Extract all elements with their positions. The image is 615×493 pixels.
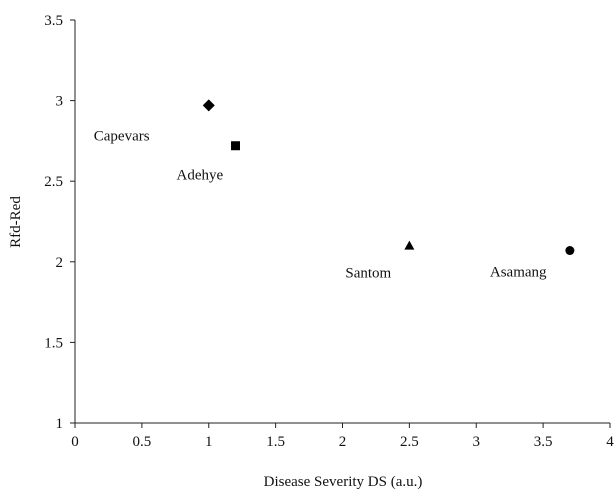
y-axis-ticks: 1 1.5 2 2.5 3 3.5 (44, 13, 75, 432)
x-tick-label: 1.5 (266, 434, 285, 450)
x-tick-label: 2 (339, 434, 347, 450)
data-point-adehye (231, 141, 240, 151)
x-tick-label: 2.5 (400, 434, 419, 450)
x-tick-label: 4 (606, 434, 614, 450)
data-point-asamang (565, 246, 575, 256)
data-point-santom (404, 240, 415, 250)
x-tick-label: 1 (205, 434, 213, 450)
y-axis-label: Rfd-Red (8, 196, 24, 248)
y-tick-label: 3.5 (44, 13, 63, 29)
y-tick-label: 3 (56, 94, 64, 110)
point-label-santom: Santom (345, 266, 391, 282)
x-tick-label: 0.5 (133, 434, 152, 450)
point-labels: Capevars Adehye Santom Asamang (94, 128, 547, 281)
x-tick-label: 3.5 (534, 434, 553, 450)
y-tick-label: 2 (56, 255, 64, 271)
data-markers (202, 99, 575, 256)
x-tick-label: 3 (473, 434, 481, 450)
chart-axes (74, 20, 610, 424)
x-axis-ticks: 0 0.5 1 1.5 2 2.5 3 3.5 4 (71, 423, 614, 450)
y-tick-label: 1 (56, 416, 64, 432)
data-point-capevars (202, 99, 215, 112)
y-tick-label: 1.5 (44, 335, 63, 351)
point-label-asamang: Asamang (490, 265, 547, 281)
point-label-capevars: Capevars (94, 128, 150, 144)
y-tick-label: 2.5 (44, 174, 63, 190)
x-tick-label: 0 (71, 434, 79, 450)
point-label-adehye: Adehye (177, 168, 224, 184)
x-axis-label: Disease Severity DS (a.u.) (264, 474, 423, 490)
